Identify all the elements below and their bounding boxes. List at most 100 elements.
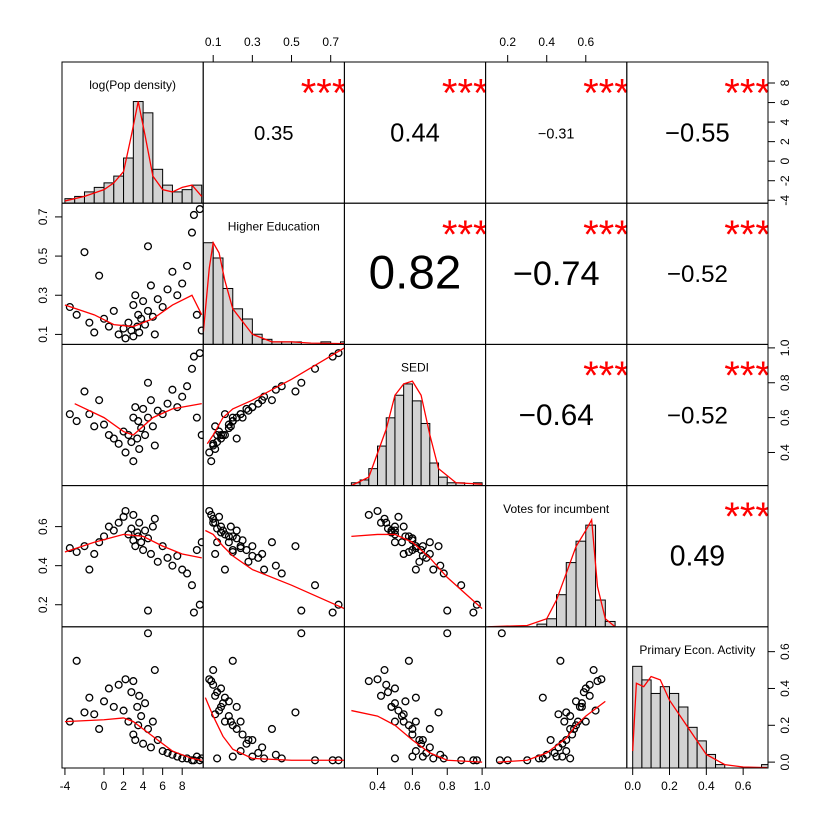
panel: 0.35 *** xyxy=(254,72,348,145)
point xyxy=(135,444,144,454)
point xyxy=(328,608,337,617)
point xyxy=(195,600,204,609)
variable-name: Votes for incumbent xyxy=(503,502,610,516)
point xyxy=(566,754,575,763)
point xyxy=(562,747,571,756)
correlation-value: 0.82 xyxy=(369,246,462,299)
point xyxy=(258,743,267,752)
point xyxy=(95,396,104,405)
point xyxy=(114,518,123,527)
point xyxy=(114,439,123,448)
histogram-bar xyxy=(650,692,661,768)
smooth-line xyxy=(351,709,483,763)
point xyxy=(232,526,241,535)
point xyxy=(197,538,204,547)
point xyxy=(189,608,198,617)
point xyxy=(127,437,136,447)
panel-border xyxy=(61,485,204,628)
point xyxy=(187,364,197,373)
point xyxy=(408,752,417,761)
point xyxy=(411,747,420,756)
point xyxy=(248,735,257,745)
smooth-line xyxy=(206,347,345,445)
tick-label: 6 xyxy=(778,99,792,106)
panel: 0.49*** xyxy=(670,495,768,573)
tick-label: 0.1 xyxy=(205,35,222,49)
point xyxy=(131,291,140,300)
point xyxy=(80,248,89,257)
point xyxy=(443,629,452,638)
point xyxy=(297,378,306,387)
histogram-bar xyxy=(142,112,154,204)
point xyxy=(310,581,320,590)
tick-label: 0.2 xyxy=(661,779,678,793)
histogram-bar xyxy=(368,468,379,486)
point xyxy=(390,538,400,547)
point xyxy=(399,549,408,559)
point xyxy=(85,565,94,574)
point xyxy=(131,542,140,551)
point xyxy=(390,754,400,763)
tick-label: 4 xyxy=(778,118,792,125)
point xyxy=(397,712,406,721)
histogram-bar xyxy=(203,242,214,345)
point xyxy=(236,542,245,551)
tick-label: 0.2 xyxy=(499,35,516,49)
point xyxy=(216,522,226,531)
point xyxy=(134,721,143,730)
point xyxy=(415,735,424,745)
point xyxy=(133,434,142,443)
tick-label: 0.0 xyxy=(624,779,641,793)
point xyxy=(434,708,443,717)
correlation-value: −0.52 xyxy=(667,402,728,429)
point xyxy=(418,752,427,761)
point xyxy=(148,422,157,431)
panel xyxy=(64,629,204,765)
variable-name: Higher Education xyxy=(228,219,320,233)
point xyxy=(85,318,94,327)
tick-label: 0.6 xyxy=(778,409,792,426)
point xyxy=(72,547,81,557)
point xyxy=(168,267,177,276)
point xyxy=(546,735,555,745)
panel xyxy=(351,506,483,617)
panel: −0.52 *** xyxy=(667,354,768,429)
point xyxy=(236,410,245,419)
panel: 0.82*** xyxy=(369,213,486,300)
point xyxy=(248,551,257,560)
point xyxy=(158,542,167,551)
significance-stars: *** xyxy=(301,72,348,116)
significance-stars: *** xyxy=(583,213,630,257)
correlation-value: −0.55 xyxy=(665,119,730,147)
point xyxy=(121,506,130,516)
point xyxy=(143,242,153,251)
point xyxy=(150,441,159,450)
point xyxy=(589,666,598,675)
point xyxy=(114,680,123,689)
point xyxy=(65,410,74,419)
point xyxy=(183,382,192,391)
correlation-value: −0.52 xyxy=(667,261,728,288)
point xyxy=(197,754,204,763)
histogram-bar xyxy=(696,740,707,768)
point xyxy=(143,306,153,315)
point xyxy=(168,385,177,394)
point xyxy=(411,717,420,726)
point xyxy=(146,743,155,752)
point xyxy=(220,410,229,419)
point xyxy=(439,569,448,578)
tick-label: 0.6 xyxy=(36,518,50,535)
point xyxy=(178,565,187,574)
point xyxy=(80,708,89,717)
point xyxy=(399,717,408,726)
point xyxy=(211,691,220,700)
point xyxy=(579,688,588,697)
smooth-line xyxy=(74,403,202,436)
significance-stars: *** xyxy=(724,213,771,257)
smooth-line xyxy=(64,533,202,559)
point xyxy=(267,396,276,405)
point xyxy=(558,752,567,761)
point xyxy=(436,561,445,570)
point xyxy=(135,691,144,700)
point xyxy=(248,403,257,412)
